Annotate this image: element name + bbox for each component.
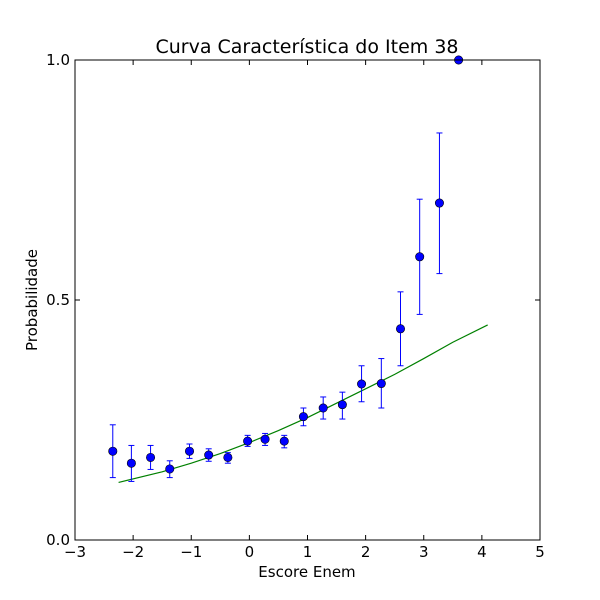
x-tick-label: 1 xyxy=(303,543,313,561)
data-point-15 xyxy=(376,379,386,389)
data-point-12 xyxy=(318,403,328,413)
data-point-2 xyxy=(126,458,136,468)
data-point-1 xyxy=(108,446,118,456)
y-tick-label: 0.0 xyxy=(46,531,70,549)
data-point-4 xyxy=(165,464,175,474)
data-point-16 xyxy=(395,324,405,334)
data-point-5 xyxy=(185,446,195,456)
data-point-13 xyxy=(337,400,347,410)
y-axis-label: Probabilidade xyxy=(23,249,41,351)
data-point-9 xyxy=(260,434,270,444)
data-point-17 xyxy=(415,252,425,262)
data-point-11 xyxy=(298,412,308,422)
x-tick-label: 4 xyxy=(477,543,487,561)
x-axis-label: Escore Enem xyxy=(258,563,355,581)
x-tick-label: −2 xyxy=(122,543,144,561)
plot-frame xyxy=(74,59,541,541)
data-point-8 xyxy=(243,436,253,446)
data-point-7 xyxy=(223,452,233,462)
data-point-14 xyxy=(357,379,367,389)
x-tick-label: −1 xyxy=(180,543,202,561)
data-point-6 xyxy=(204,450,214,460)
fitted-curve-line xyxy=(118,324,488,483)
y-tick-label: 0.5 xyxy=(46,291,70,309)
x-tick-label: 3 xyxy=(419,543,429,561)
x-tick-label: −3 xyxy=(64,543,86,561)
chart-title: Curva Característica do Item 38 xyxy=(155,36,458,58)
y-tick-label: 1.0 xyxy=(46,51,70,69)
x-tick-label: 0 xyxy=(245,543,255,561)
data-point-10 xyxy=(279,436,289,446)
data-point-3 xyxy=(146,452,156,462)
x-tick-label: 5 xyxy=(535,543,545,561)
data-point-18 xyxy=(434,198,444,208)
x-tick-label: 2 xyxy=(361,543,371,561)
